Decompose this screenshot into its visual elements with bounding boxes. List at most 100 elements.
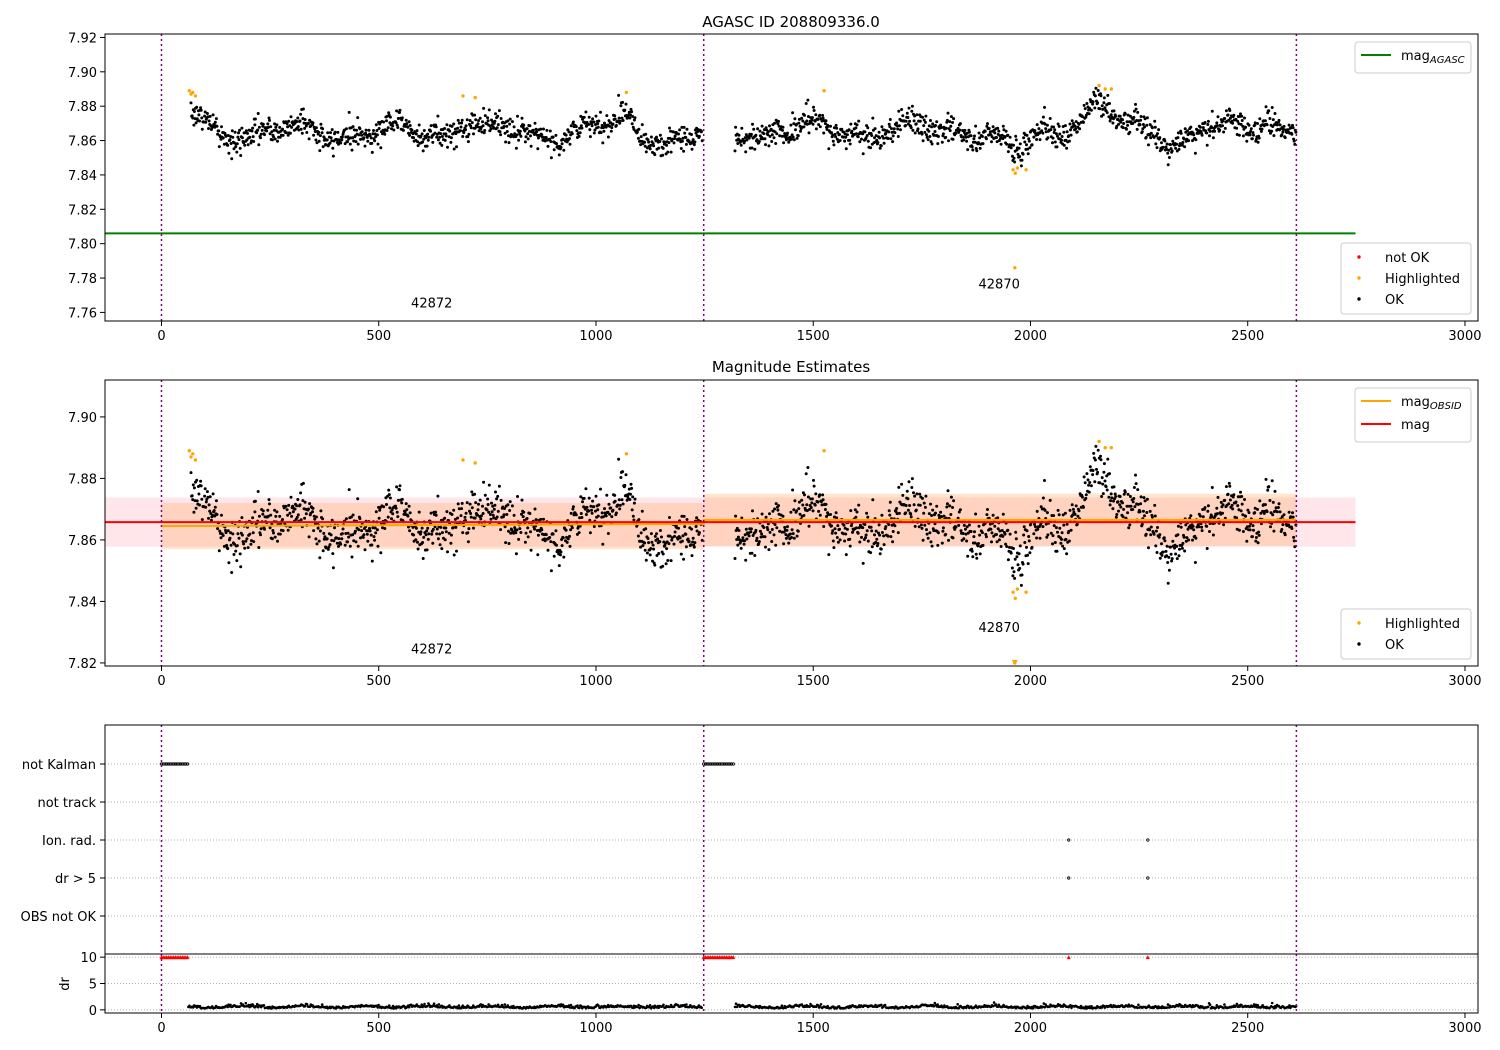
ok-point — [786, 525, 789, 529]
ok-point — [1028, 146, 1032, 150]
ok-point — [1241, 124, 1245, 128]
ok-point — [887, 509, 891, 513]
ok-point — [737, 133, 741, 137]
ok-point — [390, 508, 394, 512]
ok-point — [1277, 118, 1281, 122]
ok-point — [1089, 484, 1093, 488]
ok-point — [1136, 488, 1140, 492]
ok-point — [1157, 128, 1161, 132]
ok-point — [670, 538, 674, 542]
ok-point — [427, 532, 431, 536]
ok-point — [1144, 532, 1148, 536]
ok-point — [620, 498, 624, 502]
ok-point — [548, 129, 552, 133]
ok-point — [1257, 136, 1261, 140]
ok-point — [256, 112, 260, 115]
ok-point — [540, 133, 544, 137]
ok-point — [443, 138, 447, 142]
dr-point — [808, 1005, 811, 1009]
ok-point — [436, 114, 440, 118]
ok-point — [1055, 549, 1059, 553]
ok-point — [1176, 131, 1180, 135]
ok-point — [542, 127, 545, 131]
ok-point — [915, 113, 919, 117]
flag-point — [722, 762, 727, 766]
ok-point — [874, 529, 878, 533]
ok-point — [1166, 581, 1170, 585]
ok-point — [1107, 495, 1111, 499]
ok-point — [805, 122, 809, 126]
ok-point — [1201, 515, 1205, 519]
ok-point — [1290, 132, 1294, 136]
ok-point — [621, 502, 625, 506]
ok-point — [700, 538, 704, 542]
ok-point — [508, 509, 512, 512]
ok-point — [404, 502, 408, 506]
ok-point — [200, 497, 204, 501]
ok-point — [1021, 152, 1025, 156]
ok-point — [1240, 495, 1244, 498]
ok-point — [996, 126, 1000, 130]
ok-point — [574, 125, 578, 129]
ok-point — [434, 513, 438, 517]
ok-point — [1221, 511, 1224, 515]
dr-point — [936, 1003, 939, 1006]
ok-point — [948, 120, 952, 124]
ok-point — [1132, 115, 1136, 119]
ok-point — [395, 123, 399, 127]
highlighted-point — [1109, 446, 1114, 450]
ok-point — [257, 514, 261, 518]
ok-point — [912, 119, 916, 123]
ok-point — [1149, 533, 1153, 537]
highlighted-point — [1011, 660, 1018, 665]
ok-point — [526, 526, 530, 530]
ok-point — [774, 543, 778, 547]
ok-point — [1240, 114, 1244, 118]
ok-point — [1276, 506, 1280, 509]
y-tick-label: 7.88 — [68, 100, 97, 115]
ok-point — [584, 487, 588, 491]
ok-point — [904, 119, 908, 123]
ok-point — [795, 136, 799, 140]
ok-point — [997, 538, 1001, 542]
ok-point — [1192, 528, 1196, 532]
ok-point — [1169, 545, 1172, 549]
ok-point — [1125, 127, 1128, 131]
highlighted-point — [1013, 171, 1017, 175]
ok-point — [1102, 101, 1106, 105]
ok-point — [1253, 121, 1257, 125]
ok-point — [628, 498, 632, 501]
ok-point — [870, 529, 874, 533]
ok-point — [818, 125, 822, 129]
ok-point — [995, 136, 998, 139]
ok-point — [684, 532, 688, 536]
ok-point — [677, 132, 680, 136]
ok-point — [780, 134, 784, 138]
ok-point — [1116, 500, 1120, 504]
ok-point — [781, 125, 785, 129]
ok-point — [1138, 510, 1142, 514]
ok-point — [1009, 146, 1013, 150]
ok-point — [1023, 541, 1027, 544]
ok-point — [1063, 511, 1067, 515]
ok-point — [408, 124, 412, 127]
ok-point — [762, 132, 766, 136]
ok-point — [544, 136, 548, 140]
ok-point — [228, 536, 232, 540]
ok-point — [557, 153, 561, 157]
ok-point — [596, 508, 600, 512]
x-tick-label: 2000 — [1014, 674, 1047, 689]
ok-point — [1067, 529, 1071, 533]
ok-point — [246, 131, 249, 135]
flag-point — [161, 762, 165, 766]
ok-point — [215, 124, 219, 128]
ok-point — [824, 502, 828, 506]
ok-point — [270, 138, 274, 142]
dr-point — [238, 1005, 242, 1008]
ok-point — [422, 535, 426, 539]
ok-point — [996, 516, 1000, 520]
ok-point — [1052, 514, 1056, 518]
ok-point — [239, 565, 243, 569]
ok-point — [1251, 131, 1255, 135]
ok-point — [233, 130, 237, 134]
